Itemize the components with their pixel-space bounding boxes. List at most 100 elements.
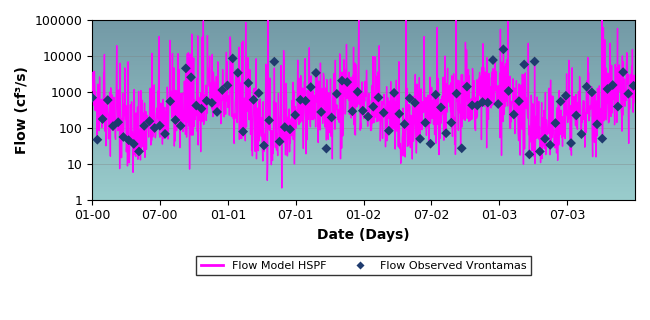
Polygon shape	[92, 42, 635, 43]
Polygon shape	[92, 126, 635, 128]
Point	[577, 132, 587, 137]
Polygon shape	[92, 99, 635, 101]
Polygon shape	[92, 112, 635, 113]
Polygon shape	[92, 193, 635, 194]
Y-axis label: Flow (cf³/s): Flow (cf³/s)	[15, 66, 29, 154]
Point	[482, 100, 493, 105]
Polygon shape	[92, 76, 635, 77]
Polygon shape	[92, 198, 635, 200]
Point	[332, 91, 342, 96]
Polygon shape	[92, 52, 635, 54]
Polygon shape	[92, 20, 635, 22]
Polygon shape	[92, 68, 635, 70]
Polygon shape	[92, 31, 635, 33]
Point	[540, 136, 550, 141]
Point	[613, 104, 623, 109]
Polygon shape	[92, 95, 635, 97]
Point	[98, 116, 108, 122]
Point	[456, 146, 467, 151]
Point	[384, 128, 394, 133]
Point	[446, 120, 456, 125]
Polygon shape	[92, 85, 635, 86]
Point	[150, 125, 160, 131]
Point	[467, 103, 477, 108]
Polygon shape	[92, 165, 635, 167]
Polygon shape	[92, 103, 635, 104]
Polygon shape	[92, 72, 635, 74]
Point	[571, 113, 582, 118]
Polygon shape	[92, 128, 635, 130]
Point	[290, 112, 300, 117]
Polygon shape	[92, 58, 635, 60]
Point	[462, 84, 472, 89]
Point	[217, 87, 228, 92]
Point	[358, 108, 368, 113]
Point	[608, 83, 618, 88]
Polygon shape	[92, 121, 635, 123]
Point	[207, 100, 217, 105]
Legend: Flow Model HSPF, Flow Observed Vrontamas: Flow Model HSPF, Flow Observed Vrontamas	[196, 256, 531, 275]
Point	[300, 98, 311, 103]
Point	[368, 104, 378, 109]
Polygon shape	[92, 194, 635, 196]
Polygon shape	[92, 173, 635, 174]
Polygon shape	[92, 63, 635, 65]
Point	[321, 146, 332, 151]
Point	[451, 91, 462, 96]
Polygon shape	[92, 61, 635, 63]
Point	[238, 129, 248, 134]
Polygon shape	[92, 130, 635, 132]
Polygon shape	[92, 117, 635, 119]
Point	[561, 93, 571, 98]
Point	[342, 80, 352, 85]
Point	[436, 105, 446, 110]
Polygon shape	[92, 74, 635, 76]
Point	[623, 91, 634, 96]
Point	[524, 152, 534, 157]
Point	[472, 103, 482, 108]
Polygon shape	[92, 22, 635, 24]
Point	[373, 95, 384, 100]
Point	[92, 137, 103, 142]
Point	[243, 80, 254, 85]
Polygon shape	[92, 137, 635, 139]
Point	[514, 99, 524, 104]
Point	[425, 141, 436, 146]
Polygon shape	[92, 94, 635, 95]
Polygon shape	[92, 65, 635, 67]
Polygon shape	[92, 110, 635, 112]
Point	[233, 70, 243, 75]
Polygon shape	[92, 149, 635, 151]
Polygon shape	[92, 196, 635, 198]
Polygon shape	[92, 171, 635, 173]
Point	[129, 141, 139, 147]
Point	[212, 109, 222, 115]
Polygon shape	[92, 162, 635, 164]
Polygon shape	[92, 40, 635, 42]
Polygon shape	[92, 142, 635, 144]
Point	[196, 106, 207, 111]
Polygon shape	[92, 77, 635, 79]
Polygon shape	[92, 51, 635, 52]
Polygon shape	[92, 174, 635, 176]
Point	[410, 100, 420, 105]
Point	[508, 112, 519, 117]
Point	[103, 98, 113, 103]
Point	[498, 47, 508, 52]
Point	[529, 59, 539, 64]
Polygon shape	[92, 86, 635, 88]
Point	[170, 117, 181, 123]
Polygon shape	[92, 191, 635, 193]
Point	[587, 90, 597, 95]
X-axis label: Date (Days): Date (Days)	[317, 228, 410, 242]
Polygon shape	[92, 25, 635, 27]
Polygon shape	[92, 45, 635, 47]
Point	[566, 140, 577, 146]
Polygon shape	[92, 34, 635, 36]
Point	[295, 97, 306, 102]
Point	[269, 59, 280, 64]
Polygon shape	[92, 24, 635, 25]
Point	[87, 95, 98, 100]
Point	[389, 90, 399, 95]
Polygon shape	[92, 97, 635, 99]
